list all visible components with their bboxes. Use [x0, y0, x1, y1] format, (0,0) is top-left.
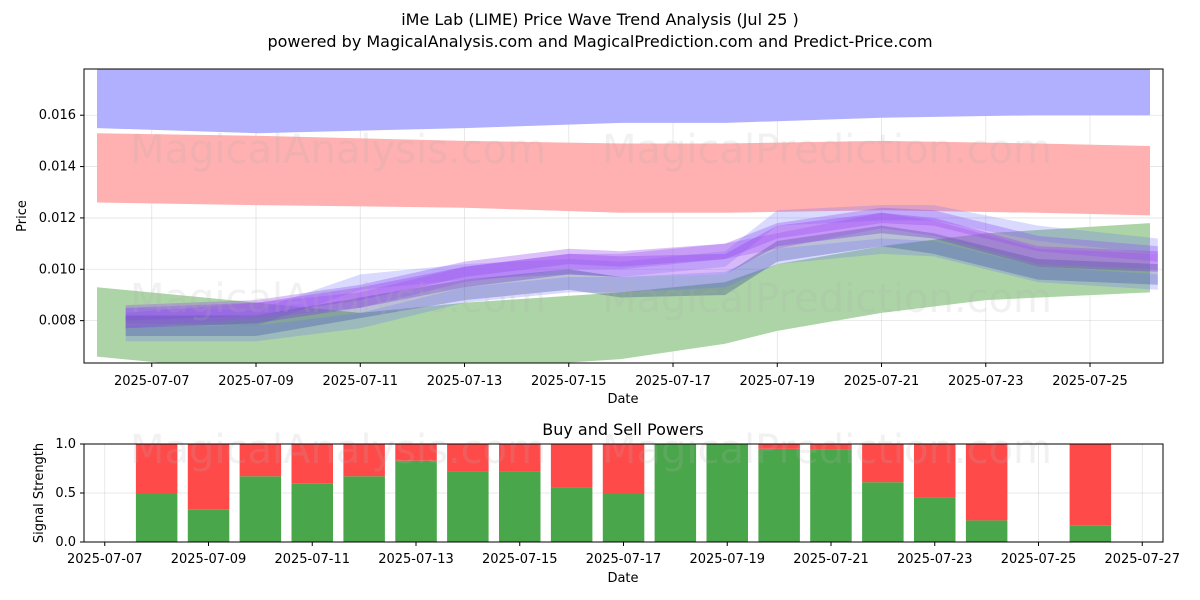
buy-sell-x-tick-label: 2025-07-07 [67, 552, 143, 567]
buy-bar [499, 471, 541, 542]
sell-bar [758, 444, 800, 449]
sell-bar [862, 444, 904, 483]
buy-sell-title: Buy and Sell Powers [542, 420, 704, 439]
sell-bar [914, 444, 956, 498]
buy-bar [654, 444, 697, 542]
buy-bar [239, 476, 282, 542]
price-wave-panel: MagicalAnalysis.com MagicalPrediction.co… [15, 68, 1164, 407]
sell-bar [395, 444, 437, 461]
watermark-left-lower: MagicalAnalysis.com [130, 276, 546, 322]
watermark-left-bottom: MagicalAnalysis.com [130, 427, 546, 473]
buy-sell-x-tick-label: 2025-07-15 [482, 552, 558, 567]
price-waves [125, 205, 1158, 342]
purple-wave-band [125, 207, 1158, 321]
buy-sell-bars [135, 444, 1112, 542]
price-y-ticks: 0.008 0.010 0.012 0.014 0.016 [39, 108, 84, 329]
chart-subtitle: powered by MagicalAnalysis.com and Magic… [267, 32, 932, 51]
green-price-band [97, 223, 1150, 363]
sell-bar [343, 444, 385, 477]
blue-wave-band [125, 205, 1158, 326]
buy-sell-x-tick-label: 2025-07-21 [793, 552, 869, 567]
buy-sell-x-tick-label: 2025-07-09 [171, 552, 247, 567]
price-y-tick-label: 0.012 [39, 211, 76, 226]
sell-bar [499, 444, 541, 472]
sell-bar [965, 444, 1008, 521]
purple-wave-band [125, 212, 1158, 329]
purple-wave-band [125, 212, 1158, 329]
price-x-tick-label: 2025-07-23 [948, 374, 1024, 389]
price-x-tick-label: 2025-07-13 [427, 374, 503, 389]
price-y-tick-label: 0.016 [39, 108, 76, 123]
buy-bar [706, 444, 748, 542]
price-y-tick-label: 0.014 [39, 160, 76, 175]
sell-bar [187, 444, 230, 510]
buy-sell-y-tick-label: 0.0 [55, 535, 76, 550]
buy-sell-x-tick-label: 2025-07-27 [1104, 552, 1180, 567]
sell-bar [550, 444, 593, 488]
price-x-tick-label: 2025-07-09 [218, 374, 294, 389]
buy-bar [810, 449, 852, 542]
price-y-tick-label: 0.008 [39, 314, 76, 329]
watermark-right-bottom: MagicalPrediction.com [602, 427, 1052, 473]
buy-sell-y-ticks: 0.0 0.5 1.0 [55, 437, 84, 550]
blue-wave-band [125, 238, 1158, 342]
buy-bar [447, 471, 489, 542]
buy-bar [550, 487, 593, 542]
sell-bar [135, 444, 178, 493]
price-x-tick-label: 2025-07-11 [322, 374, 398, 389]
watermark-right-lower: MagicalPrediction.com [602, 276, 1052, 322]
buy-sell-panel: Buy and Sell Powers MagicalAnalysis.com … [32, 420, 1180, 586]
buy-sell-x-tick-label: 2025-07-25 [1001, 552, 1077, 567]
watermark-right: MagicalPrediction.com [602, 127, 1052, 173]
buy-bar [862, 482, 904, 542]
price-x-tick-label: 2025-07-17 [635, 374, 711, 389]
blue-price-band [97, 69, 1150, 134]
price-x-tick-label: 2025-07-25 [1052, 374, 1128, 389]
buy-bar [758, 448, 800, 542]
buy-sell-x-tick-label: 2025-07-23 [897, 552, 973, 567]
buy-sell-y-tick-label: 0.5 [55, 486, 76, 501]
price-x-axis-label: Date [607, 392, 638, 407]
buy-sell-y-axis-label: Signal Strength [32, 443, 47, 543]
price-bands [97, 69, 1150, 363]
buy-sell-x-ticks: 2025-07-07 2025-07-09 2025-07-11 2025-07-13… [67, 542, 1180, 567]
buy-sell-x-tick-label: 2025-07-13 [378, 552, 454, 567]
price-x-ticks: 2025-07-07 2025-07-09 2025-07-11 2025-07-13… [114, 363, 1128, 389]
price-x-tick-label: 2025-07-21 [844, 374, 920, 389]
dark-wave-band [125, 225, 1158, 336]
sell-bar [291, 444, 333, 484]
sell-bar [239, 444, 282, 477]
sell-bar [602, 444, 645, 493]
sell-bar [447, 444, 489, 472]
price-x-tick-label: 2025-07-19 [739, 374, 815, 389]
price-x-tick-label: 2025-07-15 [531, 374, 607, 389]
buy-sell-x-tick-label: 2025-07-17 [586, 552, 662, 567]
buy-sell-x-tick-label: 2025-07-11 [274, 552, 350, 567]
sell-bar [810, 444, 852, 450]
price-x-tick-label: 2025-07-07 [114, 374, 190, 389]
buy-bar [187, 509, 230, 542]
buy-bar [291, 483, 333, 542]
buy-sell-x-tick-label: 2025-07-19 [689, 552, 765, 567]
buy-sell-y-tick-label: 1.0 [55, 437, 76, 452]
sell-bar [1069, 444, 1112, 526]
buy-bar [395, 460, 437, 542]
buy-bar [343, 476, 385, 542]
buy-bar [135, 493, 178, 542]
chart-title: iMe Lab (LIME) Price Wave Trend Analysis… [401, 10, 799, 29]
watermark-left: MagicalAnalysis.com [130, 127, 546, 173]
price-y-axis-label: Price [15, 200, 30, 232]
red-price-band [97, 133, 1150, 216]
price-y-tick-label: 0.010 [39, 262, 76, 277]
price-plot-frame [83, 68, 1164, 364]
buy-bar [602, 493, 645, 542]
buy-bar [914, 497, 956, 542]
buy-bar [965, 520, 1008, 542]
buy-sell-x-axis-label: Date [607, 571, 638, 586]
buy-bar [1069, 525, 1112, 542]
